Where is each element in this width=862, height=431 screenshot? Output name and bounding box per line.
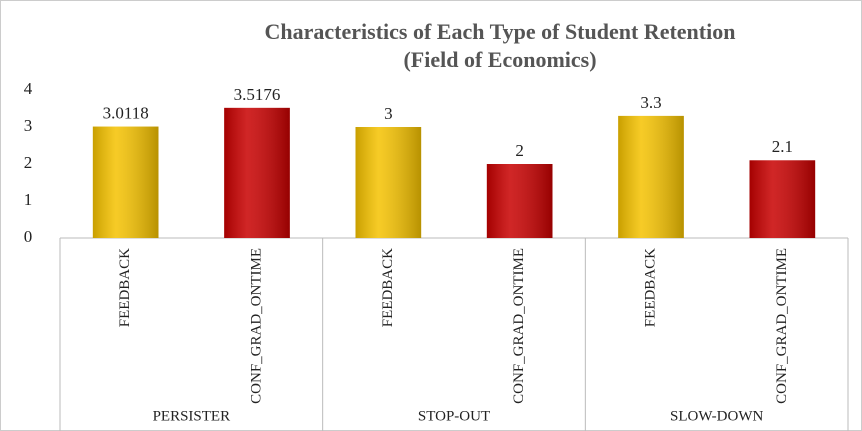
bar-shade	[486, 164, 553, 238]
y-tick-label: 4	[24, 79, 33, 98]
group-label: SLOW-DOWN	[670, 408, 763, 424]
x-tick-label: CONF_GRAD_ONTIME	[511, 248, 527, 404]
x-tick-label: FEEDBACK	[642, 248, 658, 327]
y-tick-label: 2	[24, 153, 33, 172]
bar-shade	[355, 127, 422, 238]
value-label: 3	[384, 104, 393, 123]
x-tick-label: FEEDBACK	[117, 248, 133, 327]
chart-title: Characteristics of Each Type of Student …	[265, 19, 736, 44]
y-tick-label: 0	[24, 227, 33, 246]
bar-shade	[749, 160, 816, 238]
value-label: 2.1	[772, 137, 793, 156]
value-label: 3.3	[640, 93, 661, 112]
value-label: 3.0118	[103, 103, 149, 122]
y-tick-label: 1	[24, 190, 33, 209]
group-label: PERSISTER	[153, 408, 231, 424]
x-tick-label: CONF_GRAD_ONTIME	[774, 248, 790, 404]
chart-title: (Field of Economics)	[403, 47, 596, 72]
value-label: 3.5176	[234, 85, 281, 104]
x-tick-label: CONF_GRAD_ONTIME	[248, 248, 264, 404]
y-tick-label: 3	[24, 116, 33, 135]
bar-shade	[92, 126, 159, 238]
group-label: STOP-OUT	[418, 408, 490, 424]
bar-shade	[224, 107, 290, 238]
value-label: 2	[515, 141, 524, 160]
x-tick-label: FEEDBACK	[380, 248, 396, 327]
bar-shade	[618, 115, 684, 238]
